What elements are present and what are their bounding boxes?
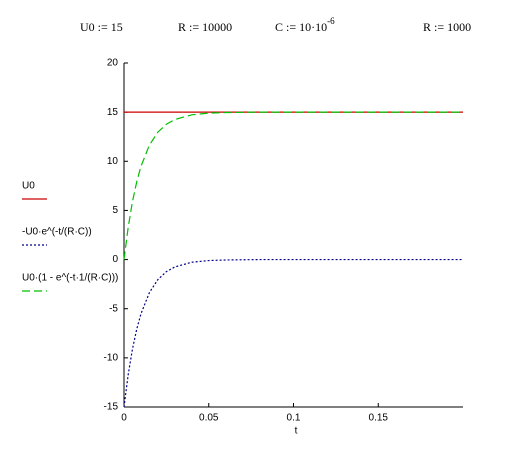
definition-exponent: -6	[327, 16, 335, 26]
definition: C := 10·10-6	[275, 16, 335, 34]
y-tick-label: 5	[112, 205, 118, 216]
definition: U0 := 15	[80, 20, 123, 34]
y-tick-label: 0	[112, 254, 118, 265]
x-tick-label: 0	[121, 413, 127, 424]
y-tick-label: 10	[107, 156, 119, 167]
x-tick-label: 0.05	[199, 413, 219, 424]
legend-label: -U0·e^(-t/(R·C))	[22, 227, 92, 238]
y-tick-label: 20	[107, 58, 119, 69]
definition-base: C := 10·10	[275, 20, 327, 34]
x-axis-label: t	[295, 426, 298, 437]
definition: R := 10000	[178, 20, 232, 34]
legend-label: U0·(1 - e^(-t·1/(R·C)))	[22, 273, 118, 284]
y-tick-label: -15	[104, 402, 119, 413]
y-tick-label: -10	[104, 352, 119, 363]
legend-label: U0	[22, 181, 35, 192]
x-tick-label: 0.1	[287, 413, 301, 424]
series-line	[123, 111, 463, 260]
x-tick-label: 0.15	[369, 413, 389, 424]
y-tick-label: 15	[107, 107, 119, 118]
y-tick-label: -5	[109, 303, 118, 314]
definition: R := 1000	[423, 20, 471, 34]
series-line	[123, 258, 463, 408]
